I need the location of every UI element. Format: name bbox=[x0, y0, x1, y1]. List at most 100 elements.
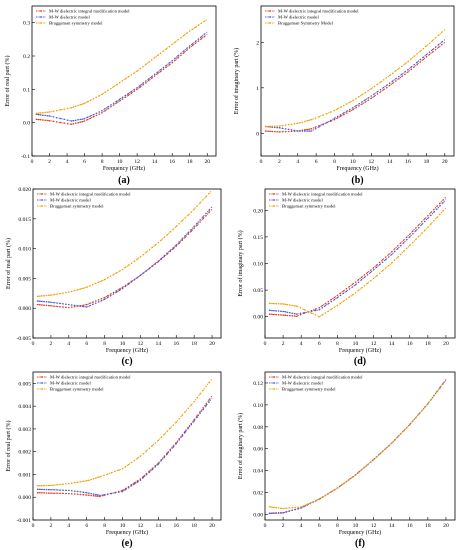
panel-caption: (e) bbox=[121, 538, 132, 549]
data-point bbox=[187, 426, 189, 429]
data-point bbox=[38, 304, 41, 306]
data-point bbox=[188, 30, 191, 32]
data-point bbox=[384, 256, 387, 258]
data-point bbox=[148, 79, 150, 82]
x-tick-label: 6 bbox=[315, 159, 318, 165]
data-point bbox=[314, 126, 317, 128]
data-point bbox=[327, 492, 330, 495]
data-point bbox=[169, 448, 172, 451]
legend-entry: M-W dielectric integral modification mod… bbox=[50, 192, 131, 197]
data-point bbox=[330, 491, 333, 493]
y-tick-label: 0.00 bbox=[253, 315, 263, 321]
data-point bbox=[45, 304, 48, 307]
data-point bbox=[178, 439, 180, 441]
data-point bbox=[52, 120, 54, 123]
data-point bbox=[166, 233, 169, 236]
data-point bbox=[169, 427, 172, 429]
data-point bbox=[68, 492, 70, 495]
data-point bbox=[62, 489, 64, 491]
data-point bbox=[373, 95, 376, 97]
data-point bbox=[418, 224, 420, 226]
data-point bbox=[339, 294, 342, 297]
data-point bbox=[181, 238, 183, 240]
data-point bbox=[53, 484, 55, 486]
data-point bbox=[45, 488, 48, 491]
legend: M-W dielectric integral modification mod… bbox=[269, 192, 363, 209]
data-point bbox=[422, 47, 425, 50]
data-point bbox=[373, 85, 376, 88]
data-point bbox=[355, 106, 357, 109]
y-tick-label: 0.00 bbox=[253, 513, 263, 519]
x-tick-label: 2 bbox=[50, 523, 53, 529]
data-point bbox=[277, 303, 280, 305]
data-point bbox=[92, 493, 95, 495]
data-point bbox=[410, 58, 412, 60]
data-point bbox=[409, 233, 411, 235]
y-tick-label: 0.005 bbox=[18, 276, 31, 282]
data-point bbox=[136, 480, 139, 482]
panel-caption: (b) bbox=[351, 175, 363, 186]
data-point bbox=[38, 300, 41, 302]
data-point bbox=[133, 260, 136, 262]
data-point bbox=[127, 264, 130, 267]
y-axis-label: Error of real part (%) bbox=[4, 56, 11, 107]
data-point bbox=[342, 113, 345, 116]
data-point bbox=[399, 253, 402, 255]
data-point bbox=[172, 246, 175, 249]
data-point bbox=[202, 198, 204, 201]
data-point bbox=[194, 26, 197, 28]
data-point bbox=[367, 99, 369, 101]
data-point bbox=[74, 493, 76, 495]
x-tick-label: 16 bbox=[407, 523, 413, 529]
data-point bbox=[299, 314, 302, 316]
data-point bbox=[59, 292, 61, 295]
data-point bbox=[361, 101, 363, 103]
data-point bbox=[103, 494, 105, 496]
data-point bbox=[268, 313, 271, 315]
data-point bbox=[175, 245, 177, 247]
data-point bbox=[303, 308, 305, 311]
data-point bbox=[291, 312, 293, 314]
data-point bbox=[160, 257, 163, 260]
data-point bbox=[205, 212, 207, 215]
data-point bbox=[277, 314, 280, 316]
panel-caption: (c) bbox=[121, 356, 132, 367]
data-point bbox=[442, 210, 444, 212]
data-point bbox=[75, 119, 77, 121]
data-point bbox=[46, 111, 49, 113]
y-tick-label: 0.2 bbox=[23, 54, 30, 60]
data-point bbox=[59, 492, 61, 495]
data-point bbox=[422, 58, 425, 61]
data-point bbox=[133, 459, 136, 462]
data-point bbox=[163, 255, 166, 257]
legend-entry: M-W dielectric integral modification mod… bbox=[282, 192, 363, 197]
data-point bbox=[264, 130, 267, 132]
data-point bbox=[59, 489, 61, 491]
data-point bbox=[63, 108, 65, 110]
data-point bbox=[412, 241, 414, 244]
data-point bbox=[286, 303, 289, 306]
data-point bbox=[115, 100, 118, 102]
x-tick-label: 18 bbox=[187, 159, 193, 165]
data-point bbox=[121, 96, 124, 99]
data-point bbox=[388, 82, 391, 85]
data-point bbox=[97, 495, 99, 498]
data-point bbox=[413, 66, 415, 68]
data-point bbox=[276, 126, 278, 129]
data-point bbox=[360, 279, 363, 281]
data-point bbox=[434, 37, 437, 39]
data-point bbox=[45, 294, 48, 297]
data-point bbox=[88, 492, 90, 494]
data-point bbox=[271, 130, 274, 133]
y-tick-label: 0.000 bbox=[18, 306, 31, 312]
data-point bbox=[314, 128, 317, 130]
data-point bbox=[329, 111, 332, 113]
chart-panel-6: 0 2 4 6 8 10 12 14 16 18 20 0.00 0.02 0.04 0.06 0.08 0.1… bbox=[237, 371, 456, 549]
data-point bbox=[424, 220, 426, 223]
data-point bbox=[145, 251, 148, 253]
data-point bbox=[268, 506, 271, 508]
data-point bbox=[191, 44, 194, 47]
data-point bbox=[193, 420, 195, 422]
data-point bbox=[393, 439, 396, 441]
legend-marker bbox=[41, 388, 43, 390]
